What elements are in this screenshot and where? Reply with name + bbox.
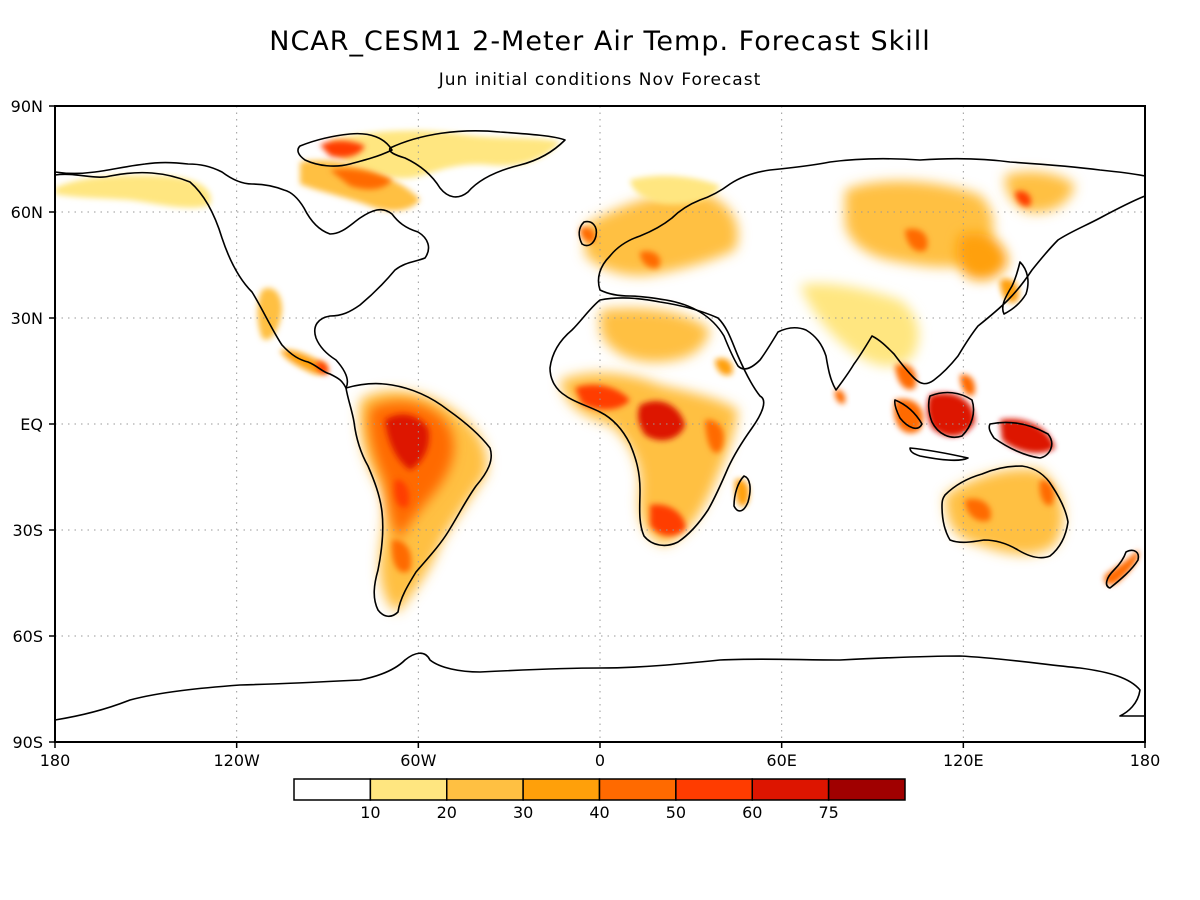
lon-tick-label: 120E	[943, 751, 984, 770]
lon-tick-label: 60W	[400, 751, 436, 770]
map-title: NCAR_CESM1 2-Meter Air Temp. Forecast Sk…	[269, 26, 931, 57]
maritime-continent-coastline	[893, 391, 1053, 461]
eurasia-coastline	[597, 157, 1145, 391]
coastlines	[55, 129, 1145, 721]
africa-skill	[560, 308, 750, 545]
colorbar-swatch	[598, 778, 677, 801]
south-america-skill	[359, 390, 488, 612]
colorbar-swatch	[522, 778, 601, 801]
colorbar-label: 10	[360, 803, 380, 822]
madagascar-coastline	[733, 475, 751, 512]
colorbar-swatch	[293, 778, 372, 801]
uk-coastline	[578, 220, 598, 247]
colorbar-swatch	[675, 778, 753, 801]
lon-tick-label: 180	[1130, 751, 1161, 770]
oceania-skill	[894, 374, 1139, 585]
lat-tick-label: EQ	[20, 415, 43, 434]
lat-tick-label: 60S	[12, 627, 43, 646]
colorbar-swatch	[827, 778, 906, 801]
lat-tick-label: 90S	[12, 733, 43, 752]
asia-skill	[800, 171, 1075, 404]
arctic-islands-coastline	[297, 132, 393, 167]
lon-tick-label: 0	[595, 751, 605, 770]
lon-tick-label: 120W	[213, 751, 260, 770]
north-america-coastline	[55, 161, 430, 389]
lat-tick-label: 90N	[11, 97, 43, 116]
colorbar-label: 20	[437, 803, 457, 822]
africa-coastline	[549, 297, 765, 547]
antarctica-coastline	[55, 652, 1145, 721]
lat-tick-label: 30N	[11, 309, 43, 328]
skill-shading	[55, 130, 1139, 612]
japan-coastline	[1001, 261, 1029, 315]
colorbar-label: 50	[666, 803, 686, 822]
greenland-coastline	[388, 129, 566, 198]
lon-labels: 180 120W 60W 0 60E 120E 180	[40, 742, 1161, 770]
colorbar-swatch	[446, 778, 524, 801]
lat-labels: 90N 60N 30N EQ 30S 60S 90S	[11, 97, 55, 752]
colorbar-label: 75	[818, 803, 838, 822]
colorbar-label: 30	[513, 803, 533, 822]
colorbar-swatch	[369, 778, 448, 801]
colorbar-label: 40	[589, 803, 609, 822]
colorbar-swatch	[751, 778, 830, 801]
australia-coastline	[941, 465, 1069, 559]
colorbar-label: 60	[742, 803, 762, 822]
lon-tick-label: 180	[40, 751, 71, 770]
north-america-skill	[55, 130, 560, 375]
new-zealand-coastline	[1105, 549, 1140, 589]
lat-tick-label: 30S	[12, 521, 43, 540]
colorbar: 10 20 30 40 50 60 75	[293, 778, 906, 822]
map-subtitle: Jun initial conditions Nov Forecast	[438, 70, 762, 90]
south-america-coastline	[345, 382, 492, 618]
lat-tick-label: 60N	[11, 203, 43, 222]
europe-skill	[580, 175, 739, 276]
lon-tick-label: 60E	[766, 751, 796, 770]
